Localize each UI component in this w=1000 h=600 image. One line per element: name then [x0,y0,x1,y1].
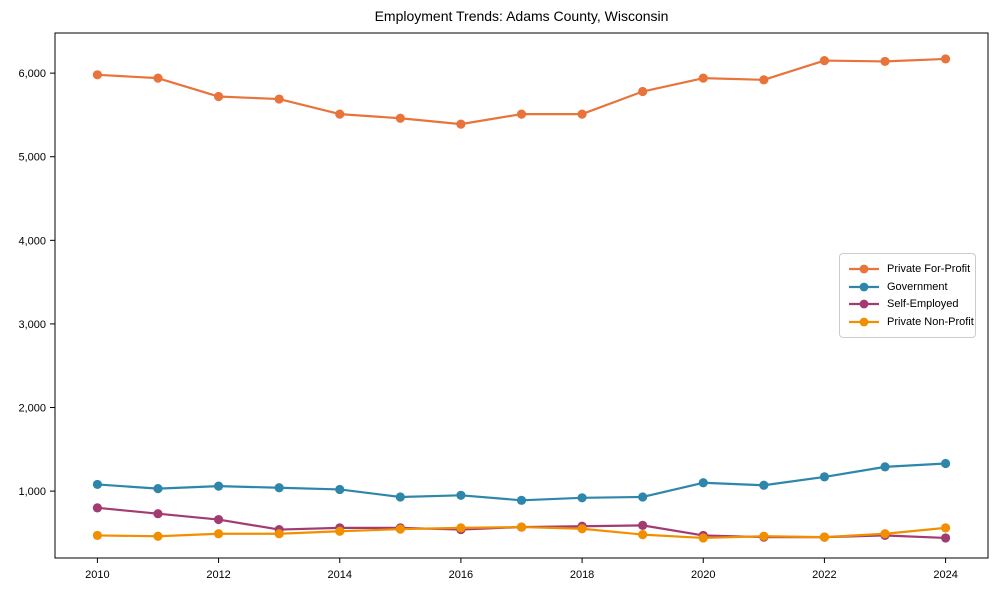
data-point-private-for-profit-2011 [153,73,163,83]
x-axis-tick-label: 2024 [933,569,957,581]
data-point-private-non-profit-2012 [213,529,224,539]
data-point-private-for-profit-2019 [638,86,648,97]
data-point-private-non-profit-2011 [153,531,163,541]
data-point-government-2023 [880,462,890,472]
data-point-self-employed-2019 [638,520,648,530]
data-point-private-for-profit-2010 [92,70,103,80]
data-point-government-2019 [638,492,648,502]
data-point-private-non-profit-2021 [759,531,769,541]
legend-line-marker-icon [849,264,879,274]
x-axis-tick-label: 2014 [328,569,352,581]
data-point-government-2022 [819,472,830,482]
legend-item-private-non-profit: Private Non-Profit [848,314,974,330]
y-axis-tick-label: 1,000 [18,486,46,498]
x-axis-tick-label: 2020 [691,569,715,581]
plot-area [54,32,989,559]
legend-label-government: Government [887,280,948,293]
data-point-private-non-profit-2018 [577,524,587,534]
data-point-government-2021 [759,480,769,490]
data-point-government-2016 [456,490,466,500]
data-point-private-for-profit-2017 [516,109,527,119]
data-point-private-non-profit-2010 [92,530,103,541]
data-point-government-2012 [213,481,224,491]
data-point-private-for-profit-2022 [819,55,830,66]
x-axis-tick-label: 2018 [570,569,594,581]
data-point-private-for-profit-2018 [577,109,587,119]
data-point-private-for-profit-2016 [456,119,466,129]
chart-title: Employment Trends: Adams County, Wiscons… [374,8,669,24]
legend-label-private-non-profit: Private Non-Profit [887,315,974,328]
data-point-self-employed-2010 [92,503,103,513]
data-point-government-2010 [92,479,103,490]
series-line-government [97,462,946,502]
data-point-private-for-profit-2012 [213,91,224,102]
data-point-private-non-profit-2020 [698,533,708,543]
data-point-government-2013 [274,483,284,493]
data-point-self-employed-2024 [940,533,951,543]
x-axis-tick-label: 2022 [812,569,836,581]
data-point-private-for-profit-2021 [759,75,769,85]
data-point-government-2024 [940,458,951,469]
x-axis-tick-label: 2010 [85,569,109,581]
y-axis-tick-label: 5,000 [18,152,46,164]
x-axis-tick-label: 2016 [449,569,473,581]
data-point-private-for-profit-2013 [274,94,284,104]
data-point-private-for-profit-2020 [698,73,708,83]
data-point-private-non-profit-2014 [335,526,345,536]
y-axis-tick-label: 3,000 [18,319,46,331]
y-axis-tick-label: 2,000 [18,403,46,415]
x-axis-tick-label: 2012 [206,569,230,581]
data-point-private-for-profit-2015 [395,113,405,123]
data-point-private-non-profit-2017 [516,522,527,532]
data-point-self-employed-2012 [213,514,224,525]
data-point-private-non-profit-2013 [274,529,284,539]
data-point-private-for-profit-2024 [940,54,951,64]
legend-line-marker-icon [849,299,879,309]
y-axis-tick-label: 4,000 [18,235,46,247]
legend-item-private-for-profit: Private For-Profit [848,261,971,277]
data-point-government-2017 [516,495,527,505]
legend-label-self-employed: Self-Employed [887,298,959,311]
data-point-government-2011 [153,484,163,494]
data-point-private-non-profit-2015 [395,524,405,534]
data-point-private-non-profit-2024 [940,523,951,533]
data-point-private-non-profit-2019 [638,529,648,540]
data-point-government-2015 [395,492,405,502]
legend-item-government: Government [848,279,967,295]
data-point-self-employed-2011 [153,509,163,519]
data-point-private-non-profit-2022 [819,532,830,542]
y-axis-tick-label: 6,000 [18,68,46,80]
data-point-private-non-profit-2023 [880,529,890,539]
legend-label-private-for-profit: Private For-Profit [887,263,971,275]
data-point-government-2014 [335,484,345,495]
legend: Private For-Profit Government Self-Employe… [839,253,976,338]
data-point-private-for-profit-2023 [880,56,890,67]
data-point-government-2020 [698,478,708,488]
legend-line-marker-icon [849,317,879,327]
data-point-private-non-profit-2016 [456,523,466,533]
data-point-government-2018 [577,493,587,503]
legend-line-marker-icon [849,282,879,292]
legend-item-self-employed: Self-Employed [848,296,967,312]
data-point-private-for-profit-2014 [335,109,345,119]
